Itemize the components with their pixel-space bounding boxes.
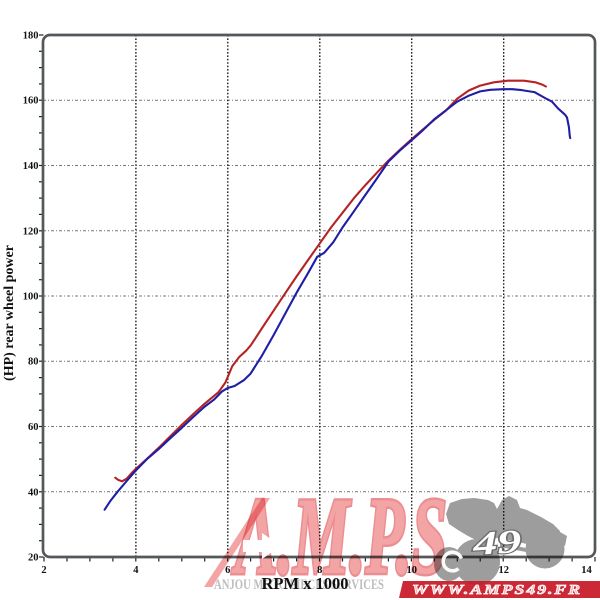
svg-text:6: 6 — [225, 565, 230, 576]
svg-text:40: 40 — [28, 487, 39, 498]
svg-text:20: 20 — [28, 553, 39, 564]
svg-text:RPM x 1000: RPM x 1000 — [261, 574, 348, 593]
svg-text:100: 100 — [23, 292, 39, 303]
svg-text:(HP) rear wheel power: (HP) rear wheel power — [2, 245, 17, 381]
svg-text:WWW.AMPS49.FR: WWW.AMPS49.FR — [412, 582, 582, 597]
svg-text:4: 4 — [133, 565, 139, 576]
svg-text:120: 120 — [23, 226, 39, 237]
svg-text:80: 80 — [28, 357, 39, 368]
svg-text:14: 14 — [581, 565, 592, 576]
svg-text:49: 49 — [471, 524, 523, 563]
svg-text:ANJOU MOTO PIECES SERVICES: ANJOU MOTO PIECES SERVICES — [214, 577, 384, 593]
svg-text:160: 160 — [23, 96, 39, 107]
svg-text:8: 8 — [317, 565, 322, 576]
svg-text:A.M.P.S: A.M.P.S — [232, 475, 447, 597]
svg-text:10: 10 — [406, 565, 417, 576]
svg-text:2: 2 — [41, 565, 46, 576]
svg-text:60: 60 — [28, 422, 39, 433]
svg-text:180: 180 — [23, 31, 39, 42]
svg-text:140: 140 — [23, 161, 39, 172]
svg-text:12: 12 — [498, 565, 509, 576]
